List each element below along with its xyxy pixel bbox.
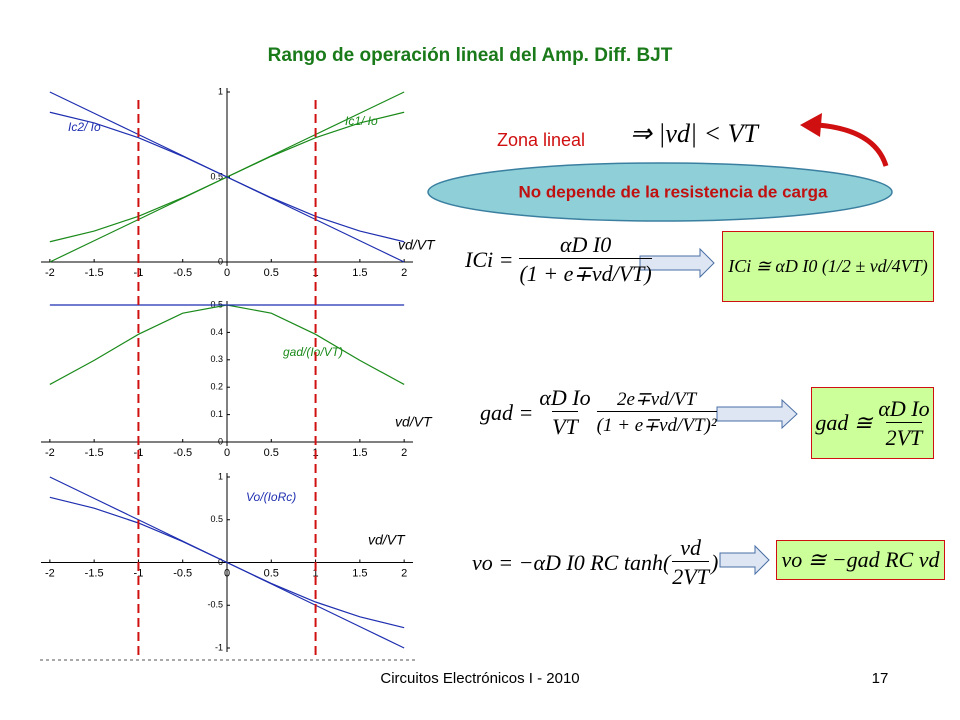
eq-lhs: vo = −αD I0 RC tanh( — [472, 549, 671, 575]
eq-den: 2VT — [672, 561, 709, 590]
x-axis-label: vd/VT — [368, 532, 406, 548]
fraction: αD Io 2VT — [878, 396, 929, 451]
eq-lhs: ICi = — [465, 246, 514, 272]
result-box: vo ≅ −gad RC vd — [776, 540, 945, 580]
x-tick-label: 2 — [401, 267, 407, 279]
curve-label: Ic2/ Io — [68, 120, 101, 134]
arrow — [716, 398, 798, 430]
eq-num: αD I0 — [559, 232, 612, 257]
y-tick-label: 0.3 — [210, 354, 223, 364]
x-tick-label: 0.5 — [264, 267, 279, 279]
y-tick-label: 0.5 — [210, 299, 223, 309]
result-box: ICi ≅ αD I0 (1/2 ± vd/4VT) — [722, 231, 934, 302]
x-tick-label: 0 — [224, 267, 230, 279]
slide-title: Rango de operación lineal del Amp. Diff.… — [268, 45, 673, 66]
equation: gad = αD Io VT 2e∓vd/VT (1 + e∓vd/VT)² — [480, 385, 717, 440]
fraction: vd 2VT — [672, 535, 709, 590]
note: No depende de la resistencia de carga — [519, 182, 829, 201]
eq-num: 2e∓vd/VT — [616, 389, 697, 410]
fraction: 2e∓vd/VT (1 + e∓vd/VT)² — [596, 388, 717, 437]
equation: ICi = αD I0 (1 + e∓vd/VT) — [465, 232, 652, 287]
y-tick-label: 0.4 — [210, 327, 223, 337]
fraction: αD Io VT — [539, 385, 590, 440]
y-tick-label: 0.5 — [210, 171, 223, 181]
y-tick-label: 1 — [218, 471, 223, 481]
x-tick-label: 1.5 — [352, 447, 367, 459]
eq-num: αD Io — [539, 385, 591, 410]
x-tick-label: -1.5 — [85, 567, 104, 579]
y-tick-label: -0.5 — [207, 600, 223, 610]
x-axis-label: vd/VT — [395, 414, 433, 430]
x-tick-label: -2 — [45, 267, 55, 279]
y-tick-label: -1 — [215, 642, 223, 652]
eq-den: (1 + e∓vd/VT)² — [596, 411, 717, 437]
x-tick-label: 0.5 — [264, 447, 279, 459]
curve-label: Vo/(IoRc) — [246, 490, 296, 504]
x-axis-label: vd/VT — [398, 237, 436, 253]
curve-label: Ic1/ Io — [345, 114, 378, 128]
curve-label: gad/(Io/VT) — [283, 345, 343, 359]
y-tick-label: 0.2 — [210, 382, 223, 392]
y-tick-label: 0.1 — [210, 409, 223, 419]
result-box: gad ≅ αD Io 2VT — [811, 387, 934, 459]
fraction: αD I0 (1 + e∓vd/VT) — [519, 232, 652, 287]
data-line — [49, 476, 405, 649]
x-tick-label: -2 — [45, 447, 55, 459]
zone-condition: ⇒ |vd| < VT — [630, 119, 760, 148]
x-tick-label: -0.5 — [173, 567, 192, 579]
x-tick-label: 0.5 — [264, 567, 279, 579]
x-tick-label: 1 — [313, 567, 319, 579]
arrow — [719, 544, 770, 576]
x-tick-label: 0 — [224, 447, 230, 459]
eq-num: vd — [680, 535, 701, 560]
x-tick-label: -1.5 — [85, 267, 104, 279]
x-tick-label: -0.5 — [173, 447, 192, 459]
footer-course: Circuitos Electrónicos I - 2010 — [380, 670, 579, 687]
y-tick-label: 0 — [218, 436, 223, 446]
arrow — [639, 247, 715, 279]
y-tick-label: 1 — [218, 86, 223, 96]
y-tick-label: 0 — [218, 256, 223, 266]
x-tick-label: 0 — [224, 567, 230, 579]
zone-label: Zona lineal — [497, 130, 585, 150]
eq-rhs: ) — [710, 549, 719, 575]
eq-result-lhs: gad ≅ — [815, 410, 873, 435]
x-tick-label: -1 — [134, 567, 144, 579]
x-tick-label: 2 — [401, 567, 407, 579]
x-tick-label: 2 — [401, 447, 407, 459]
footer-page: 17 — [872, 670, 889, 687]
note-ellipse — [427, 162, 893, 222]
x-tick-label: -2 — [45, 567, 55, 579]
eq-result: vo ≅ −gad RC vd — [781, 547, 940, 572]
eq-den: 2VT — [885, 421, 923, 451]
equation: vo = −αD I0 RC tanh( vd 2VT ) — [472, 535, 718, 590]
eq-num: αD Io — [878, 395, 930, 421]
eq-den: (1 + e∓vd/VT) — [519, 258, 652, 287]
y-tick-label: 0 — [218, 557, 223, 567]
x-tick-label: 1.5 — [352, 567, 367, 579]
note-arrowhead — [800, 113, 822, 137]
y-tick-label: 0.5 — [210, 514, 223, 524]
eq-lhs: gad = — [480, 399, 534, 425]
eq-den: VT — [552, 411, 578, 440]
note-arrow — [817, 122, 889, 167]
data-line — [49, 91, 405, 263]
x-tick-label: -1.5 — [85, 447, 104, 459]
x-tick-label: 1.5 — [352, 267, 367, 279]
x-tick-label: -0.5 — [173, 267, 192, 279]
eq-result: ICi ≅ αD I0 (1/2 ± vd/4VT) — [728, 256, 928, 276]
